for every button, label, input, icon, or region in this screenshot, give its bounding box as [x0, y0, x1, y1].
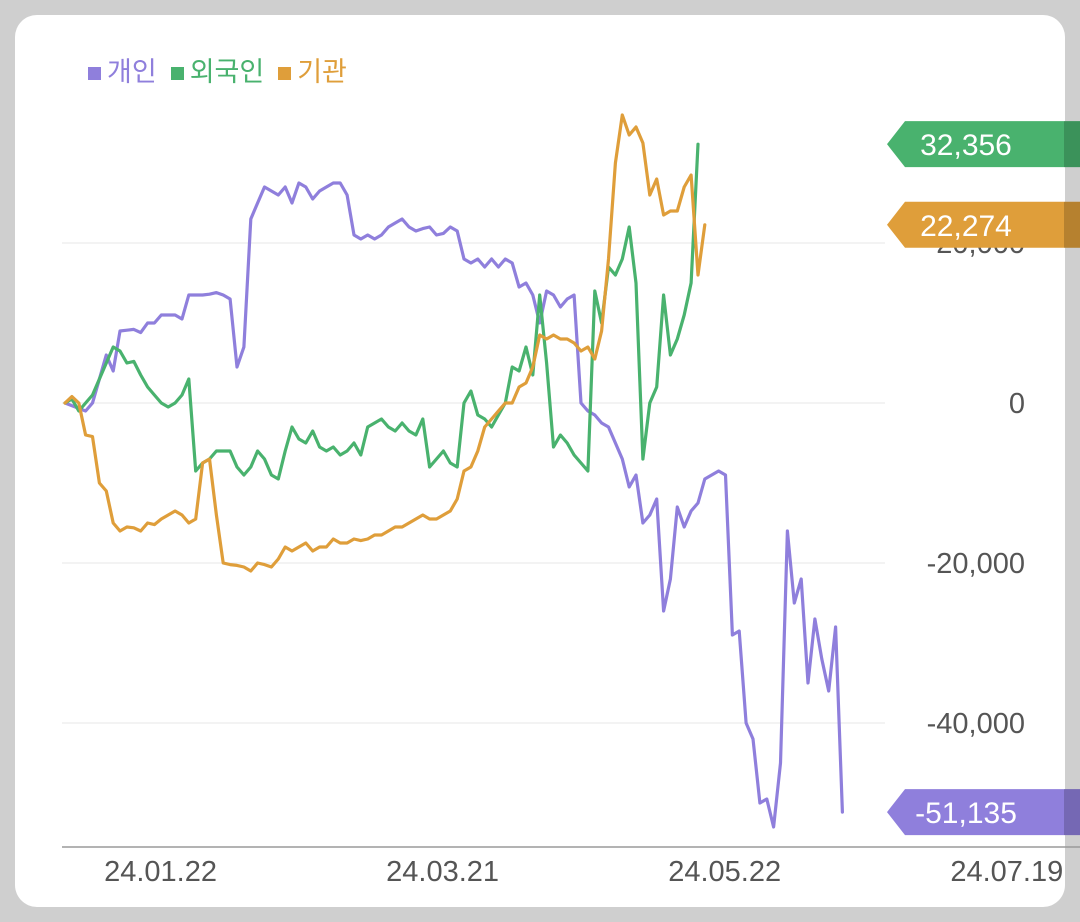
- x-tick-label: 24.05.22: [668, 856, 781, 888]
- value-tag-edge-foreign: [1064, 121, 1080, 168]
- chart-card: [15, 15, 1065, 907]
- value-tag-individual: [887, 789, 1080, 836]
- y-tick-label: 0: [1009, 388, 1025, 420]
- value-tag-foreign: [887, 121, 1080, 168]
- y-tick-label: -20,000: [927, 548, 1025, 580]
- legend-swatch-individual: [88, 66, 101, 80]
- value-tag-edge-individual: [1064, 789, 1080, 836]
- chart-legend: 개인 외국인 기관: [88, 56, 347, 90]
- legend-label-individual: 개인: [107, 57, 157, 88]
- legend-label-foreign: 외국인: [189, 57, 265, 88]
- value-tag-edge-institution: [1064, 201, 1080, 248]
- legend-label-institution: 기관: [297, 57, 347, 88]
- x-tick-label: 24.07.19: [950, 856, 1063, 888]
- value-tag-label-institution: 22,274: [920, 210, 1012, 243]
- series-line-foreign: [63, 142, 700, 481]
- x-tick-label: 24.01.22: [104, 856, 217, 888]
- legend-swatch-foreign: [170, 66, 184, 80]
- legend-item-foreign[interactable]: 외국인: [170, 56, 265, 90]
- value-tag-institution: [887, 201, 1080, 248]
- value-tag-label-foreign: 32,356: [920, 129, 1012, 162]
- legend-item-individual[interactable]: 개인: [88, 56, 157, 90]
- value-tag-label-individual: -51,135: [915, 797, 1017, 830]
- series-line-institution: [63, 113, 707, 573]
- x-tick-label: 24.03.21: [386, 856, 499, 888]
- legend-swatch-institution: [278, 66, 292, 80]
- y-tick-label: -40,000: [927, 708, 1025, 740]
- legend-item-institution[interactable]: 기관: [278, 56, 347, 90]
- series-line-individual: [63, 181, 844, 829]
